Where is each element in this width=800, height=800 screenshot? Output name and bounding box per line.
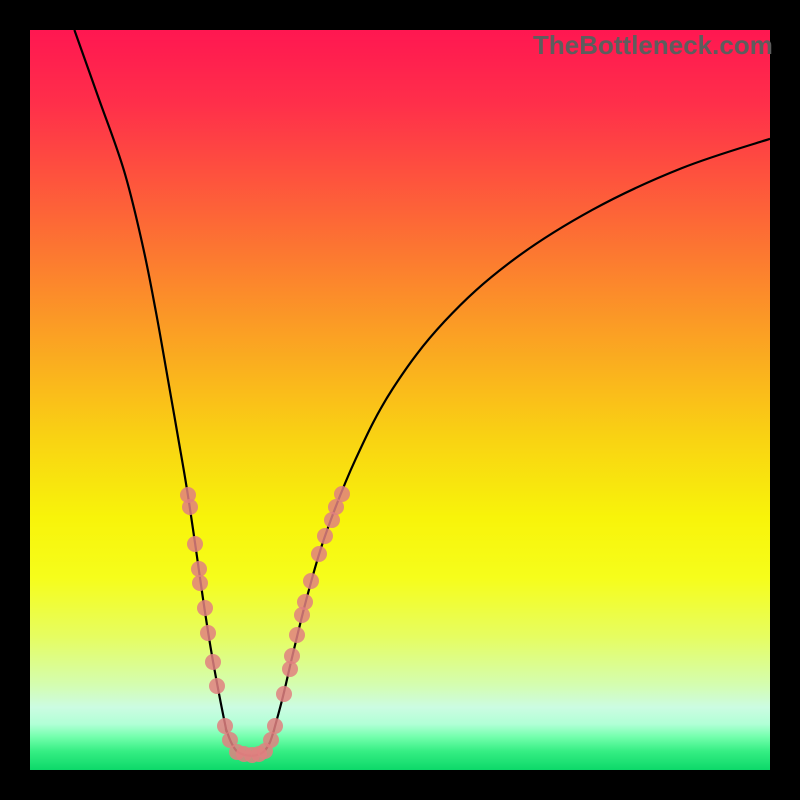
data-marker: [334, 486, 350, 502]
data-marker: [289, 627, 305, 643]
chart-frame: TheBottleneck.com: [0, 0, 800, 800]
data-marker: [217, 718, 233, 734]
data-marker: [205, 654, 221, 670]
plot-area: [30, 30, 770, 770]
data-marker: [197, 600, 213, 616]
data-marker: [192, 575, 208, 591]
watermark-text: TheBottleneck.com: [533, 30, 773, 61]
data-marker: [276, 686, 292, 702]
chart-svg: [30, 30, 770, 770]
bottleneck-curve: [74, 30, 770, 756]
data-marker: [284, 648, 300, 664]
